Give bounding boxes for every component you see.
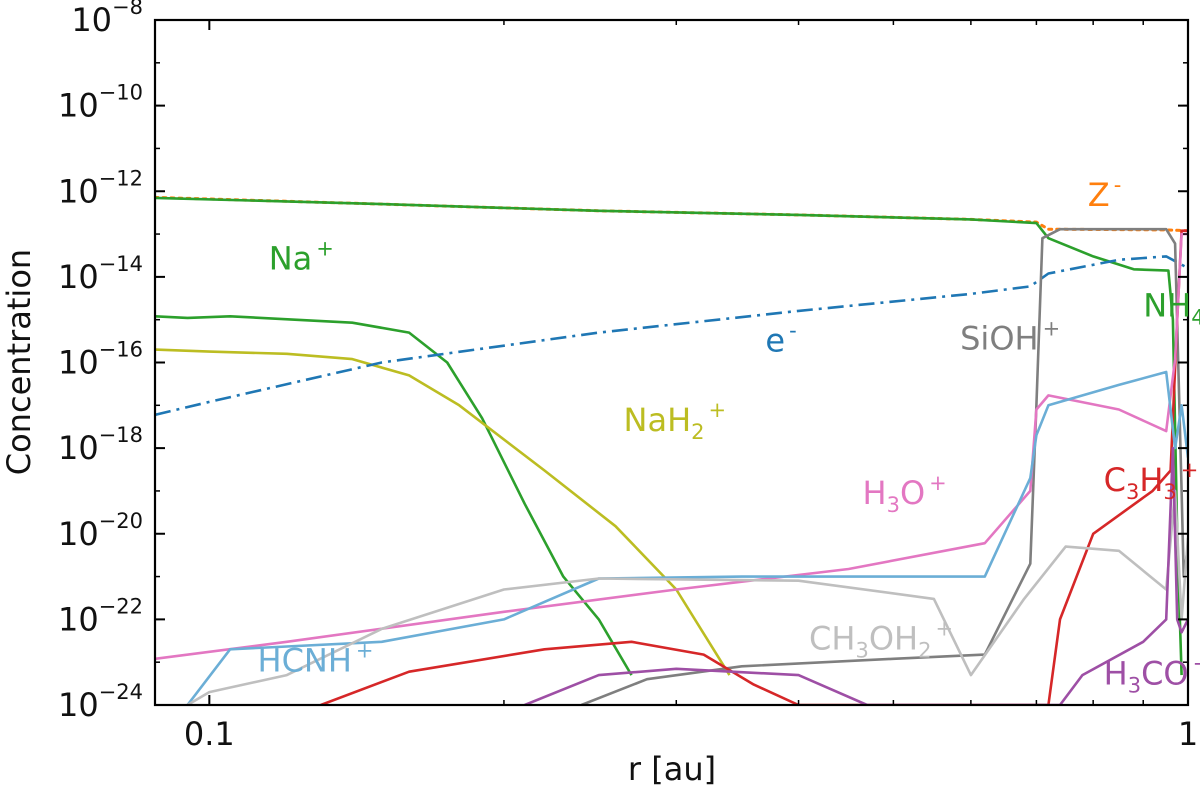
series-label-e: e- xyxy=(765,319,796,360)
y-tick-label: 10−14 xyxy=(58,252,143,296)
y-axis-ticks: 10−24 10−22 10−20 10−18 10−16 10−14 10−12 10−10… xyxy=(58,0,1188,724)
series-line-sioh xyxy=(580,227,1188,705)
y-axis-title: Concentration xyxy=(0,249,38,475)
series-label-nah2: NaH2+ xyxy=(624,398,727,444)
x-tick-label: 0.1 xyxy=(184,715,235,753)
y-tick-label: 10−22 xyxy=(58,594,143,638)
series-line-h3co xyxy=(524,446,1188,705)
series-label-na: Na + xyxy=(269,236,334,277)
series-line-c3h3 xyxy=(320,229,1188,705)
y-tick-label: 10−8 xyxy=(71,0,143,39)
series-label-c3h3: C3H3+ xyxy=(1104,458,1199,504)
series-line-e xyxy=(155,255,1188,417)
series-label-h3o: H3O + xyxy=(863,471,947,517)
series-label-sioh: SiOH + xyxy=(960,317,1060,358)
series-line-ch3oh2 xyxy=(186,489,1188,705)
series-label-z: Z- xyxy=(1088,173,1122,214)
series-labels: Z- Na+ NH4+ NaH2+ e- SiOH+ C3H3+ H3O+ HCNH+ CH3OH… xyxy=(258,173,1200,697)
series-line-na xyxy=(155,196,1183,676)
y-tick-label: 10−18 xyxy=(58,423,143,467)
y-tick-label: 10−10 xyxy=(58,81,143,125)
x-tick-label: 1 xyxy=(1178,715,1198,753)
series-line-hcnh xyxy=(186,370,1188,705)
y-tick-label: 10−24 xyxy=(58,680,143,724)
series-label-hcnh: HCNH + xyxy=(258,639,374,680)
series-lines xyxy=(155,195,1188,705)
series-label-nh4: NH4+ xyxy=(1143,283,1200,329)
series-line-nah2 xyxy=(155,348,731,676)
x-axis-ticks: 0.1 1 xyxy=(184,20,1198,753)
series-line-h3o xyxy=(155,232,1188,661)
y-tick-label: 10−16 xyxy=(58,338,143,382)
y-tick-label: 10−20 xyxy=(58,509,143,553)
x-axis-title: r [au] xyxy=(628,750,716,788)
series-label-ch3oh2: CH3OH2+ xyxy=(809,616,953,662)
series-line-nh4 xyxy=(155,315,633,676)
y-tick-label: 10−12 xyxy=(58,166,143,210)
series-label-h3co: H3CO+ xyxy=(1104,652,1200,698)
plot-frame xyxy=(153,18,1190,707)
